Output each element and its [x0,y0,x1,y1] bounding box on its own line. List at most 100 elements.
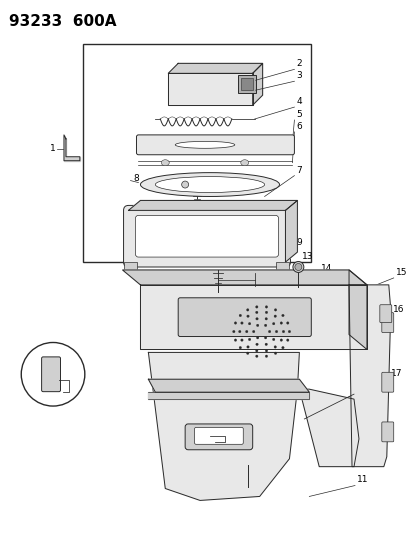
Bar [237,75,255,93]
Polygon shape [140,285,366,350]
Ellipse shape [161,160,169,166]
Ellipse shape [274,352,276,354]
FancyBboxPatch shape [379,305,391,322]
FancyBboxPatch shape [381,313,393,333]
Ellipse shape [246,315,249,318]
Ellipse shape [248,338,250,341]
Text: 6: 6 [296,122,301,131]
Ellipse shape [255,343,258,345]
Text: 15: 15 [395,268,406,277]
Ellipse shape [255,350,257,352]
Text: 10: 10 [251,472,263,481]
FancyBboxPatch shape [178,298,311,336]
Ellipse shape [286,339,288,341]
Bar [275,262,289,270]
Ellipse shape [155,176,264,192]
Polygon shape [348,285,390,467]
Ellipse shape [272,338,274,341]
Text: 4: 4 [296,97,301,106]
Polygon shape [148,392,309,399]
Text: 2: 2 [296,59,301,68]
Polygon shape [64,135,80,161]
Polygon shape [299,389,358,467]
Polygon shape [252,63,262,105]
Ellipse shape [281,346,283,349]
Ellipse shape [240,160,248,166]
Ellipse shape [246,346,249,348]
Ellipse shape [246,309,248,311]
FancyBboxPatch shape [136,135,294,155]
Ellipse shape [238,330,240,333]
Ellipse shape [264,324,266,327]
FancyBboxPatch shape [381,422,393,442]
Ellipse shape [255,305,257,308]
Bar [240,78,252,90]
FancyBboxPatch shape [185,424,252,450]
Ellipse shape [265,311,267,313]
Polygon shape [285,200,297,262]
Ellipse shape [21,343,85,406]
Text: 10: 10 [256,270,268,279]
Ellipse shape [256,324,258,327]
Ellipse shape [234,322,236,324]
Text: 12: 12 [247,272,259,281]
Text: 1: 1 [50,144,56,154]
Ellipse shape [255,355,257,358]
Ellipse shape [282,330,284,333]
Ellipse shape [280,322,282,324]
Ellipse shape [272,322,274,325]
Polygon shape [122,270,366,285]
Ellipse shape [265,305,267,308]
Ellipse shape [232,330,235,333]
Text: 5: 5 [296,110,301,119]
Ellipse shape [234,339,236,341]
Ellipse shape [264,343,267,345]
Ellipse shape [287,330,290,333]
Ellipse shape [252,330,254,333]
FancyBboxPatch shape [135,215,278,257]
Ellipse shape [246,352,248,354]
Text: 9: 9 [296,238,301,247]
Ellipse shape [264,336,266,339]
Text: 93233  600A: 93233 600A [9,14,116,29]
Bar [83,44,311,262]
Text: 7: 7 [296,166,301,175]
Ellipse shape [274,309,276,311]
Text: 11: 11 [73,372,84,380]
Ellipse shape [256,336,258,339]
Ellipse shape [281,314,283,317]
Text: 11: 11 [356,474,368,483]
Ellipse shape [181,181,188,188]
FancyBboxPatch shape [123,205,290,267]
FancyBboxPatch shape [381,372,393,392]
Ellipse shape [265,355,267,358]
Polygon shape [168,74,252,105]
Ellipse shape [240,322,242,324]
Ellipse shape [292,262,303,272]
Ellipse shape [238,346,241,349]
Ellipse shape [286,322,288,324]
Ellipse shape [273,315,276,318]
FancyBboxPatch shape [194,427,243,445]
Ellipse shape [175,141,234,148]
Ellipse shape [294,263,301,270]
Ellipse shape [275,330,277,333]
Ellipse shape [140,173,279,197]
Ellipse shape [265,350,267,352]
Text: 8: 8 [133,174,139,183]
Polygon shape [148,352,299,500]
Ellipse shape [264,318,267,320]
Ellipse shape [248,322,250,325]
Bar [123,262,137,270]
Ellipse shape [280,339,282,341]
Ellipse shape [238,314,241,317]
Ellipse shape [245,330,247,333]
Text: 3: 3 [296,71,301,80]
Ellipse shape [273,346,276,348]
Ellipse shape [255,311,257,313]
Text: 13: 13 [301,252,313,261]
Text: 14: 14 [320,264,332,273]
Polygon shape [168,63,262,74]
Text: 16: 16 [392,305,403,314]
Polygon shape [148,379,309,392]
